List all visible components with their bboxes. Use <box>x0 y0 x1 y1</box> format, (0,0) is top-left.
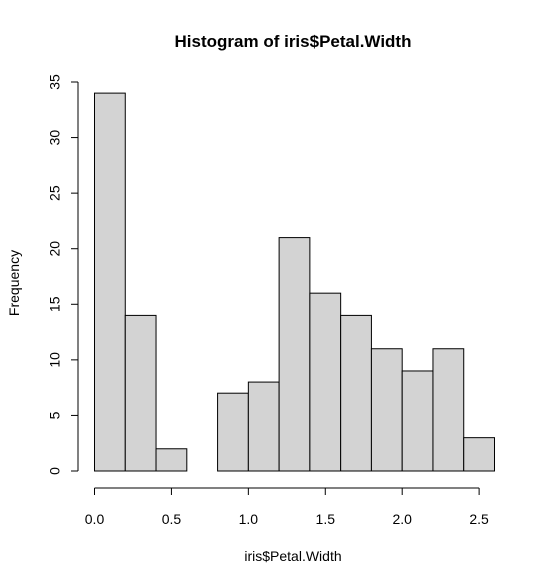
y-axis-tick-label-6: 30 <box>47 130 63 146</box>
x-axis-tick-label-0: 0.0 <box>85 511 105 527</box>
histogram-bar-1 <box>124 314 157 472</box>
y-axis-tick-label-0: 0 <box>47 467 63 475</box>
histogram-bar-4 <box>217 392 249 472</box>
histogram-bar-7 <box>309 292 342 472</box>
y-axis-tick-label-1: 5 <box>47 411 63 419</box>
x-axis-tick-label-1: 0.5 <box>162 511 182 527</box>
y-axis-tick-label-3: 15 <box>47 296 63 312</box>
histogram-bar-5 <box>247 381 280 472</box>
y-axis-tick-label-7: 35 <box>47 74 63 90</box>
histogram-bar-11 <box>432 348 465 472</box>
x-axis-label: iris$Petal.Width <box>244 548 341 564</box>
histogram-bar-6 <box>278 237 311 472</box>
y-axis-tick-label-5: 25 <box>47 185 63 201</box>
histogram-bar-9 <box>370 348 403 472</box>
histogram-bar-0 <box>94 92 126 472</box>
chart-title: Histogram of iris$Petal.Width <box>175 32 412 51</box>
x-axis-tick-label-5: 2.5 <box>469 511 489 527</box>
x-axis-tick-label-3: 1.5 <box>316 511 336 527</box>
y-axis-tick-label-4: 20 <box>47 241 63 257</box>
y-axis-tick-label-2: 10 <box>47 352 63 368</box>
bars-layer <box>94 92 496 472</box>
x-axis-tick-label-2: 1.0 <box>239 511 259 527</box>
histogram-bar-2 <box>155 448 188 472</box>
y-axis-label: Frequency <box>6 250 22 316</box>
x-axis: 0.0 0.5 1.0 1.5 2.0 2.5 <box>85 487 489 527</box>
histogram-bar-12 <box>463 437 496 472</box>
y-axis: 0 5 10 15 20 25 30 35 <box>47 74 79 475</box>
x-axis-tick-label-4: 2.0 <box>392 511 412 527</box>
histogram-bar-8 <box>340 314 372 472</box>
histogram-bar-10 <box>401 370 434 472</box>
